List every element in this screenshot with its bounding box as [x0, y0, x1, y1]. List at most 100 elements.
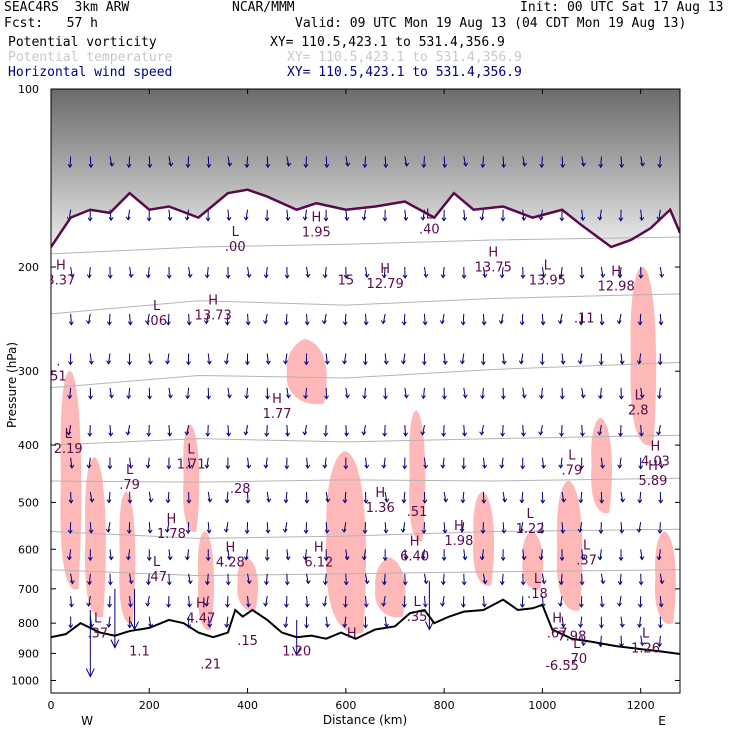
wind-arrowhead [618, 556, 624, 562]
wind-arrowhead [619, 163, 625, 169]
wind-arrow [482, 573, 486, 584]
wind-arrowhead [658, 321, 664, 326]
wind-arrowhead [107, 465, 113, 470]
wind-arrowhead [382, 556, 388, 562]
wind-arrow [205, 313, 209, 324]
extremum-value: .06 [146, 314, 167, 329]
extremum-letter: L [94, 611, 102, 626]
wind-arrowhead [617, 581, 623, 586]
wind-arrowhead [69, 464, 75, 469]
wind-arrowhead [580, 556, 586, 561]
pv-positive-region [374, 557, 406, 618]
wind-arrowhead [420, 556, 426, 561]
wind-arrowhead [657, 163, 663, 169]
wind-arrow [306, 266, 309, 278]
wind-arrowhead [286, 162, 292, 167]
wind-arrowhead [264, 432, 270, 437]
wind-arrowhead [165, 360, 170, 365]
wind-arrowhead [616, 320, 622, 325]
wind-arrow [225, 522, 229, 533]
wind-arrow [481, 424, 484, 435]
wind-arrowhead [480, 361, 486, 366]
wind-arrowhead [263, 274, 269, 279]
wind-arrowhead [501, 529, 507, 534]
wind-arrow [599, 549, 602, 560]
wind-arrow [266, 491, 270, 502]
wind-arrowhead [519, 603, 525, 608]
wind-arrowhead [659, 273, 665, 278]
wind-arrowhead [600, 464, 606, 469]
extremum-letter: L [573, 637, 581, 652]
wind-arrowhead [87, 581, 92, 586]
wind-arrow [619, 425, 622, 436]
extremum-value: .15 [237, 634, 258, 649]
wind-arrow [659, 573, 663, 584]
extremum-letter: H [272, 392, 282, 407]
wind-arrowhead [657, 624, 663, 629]
wind-arrow [541, 156, 543, 168]
model-label: SEAC4RS 3km ARW [4, 0, 130, 15]
extremum-letter: H [410, 534, 420, 549]
wind-arrow [541, 266, 545, 278]
wind-arrowhead [479, 431, 485, 436]
wind-arrow [167, 353, 170, 364]
wind-arrow [383, 266, 386, 278]
wind-arrowhead [68, 361, 73, 366]
theta-isentrope [51, 293, 680, 315]
extremum-letter: L [526, 507, 534, 522]
wind-arrowhead [637, 321, 643, 326]
wind-arrow [265, 457, 268, 468]
wind-arrow [363, 549, 366, 560]
wind-arrowhead [598, 361, 604, 366]
wind-arrowhead [305, 580, 311, 585]
wind-arrow [443, 522, 446, 533]
wind-arrow [581, 387, 584, 398]
wind-arrow [580, 491, 583, 503]
wind-arrowhead [656, 431, 661, 436]
wind-arrowhead [656, 395, 662, 400]
wind-arrowhead [500, 432, 505, 437]
wind-arrow [659, 635, 661, 647]
wind-arrow [462, 313, 465, 325]
wind-arrow [148, 491, 152, 502]
wind-arrow [422, 387, 425, 399]
wind-arrow [658, 549, 661, 560]
wind-arrow [266, 156, 269, 168]
wind-arrowhead [108, 556, 114, 561]
wind-arrowhead [364, 603, 369, 608]
wind-arrow [365, 573, 368, 584]
wind-arrow [521, 313, 524, 325]
wind-arrow [364, 387, 366, 399]
wind-arrow [168, 209, 171, 221]
extremum-value: .37 [87, 626, 108, 641]
wind-arrowhead [126, 163, 132, 169]
wind-arrowhead [322, 464, 328, 469]
wind-arrowhead [282, 528, 288, 533]
extremum-value: 7.98 [557, 629, 586, 644]
extremum-letter: H [454, 519, 464, 534]
wind-arrowhead [364, 464, 370, 469]
extremum-value: 12.98 [598, 280, 635, 295]
wind-arrowhead [108, 581, 113, 586]
wind-arrow [285, 313, 288, 325]
wind-arrowhead [66, 431, 72, 436]
wind-arrowhead [639, 432, 644, 437]
wind-arrow [207, 425, 209, 436]
wind-arrowhead [402, 274, 408, 279]
wind-arrowhead [89, 498, 95, 503]
wind-arrowhead [243, 431, 249, 436]
wind-arrowhead [283, 623, 289, 628]
wind-arrow [638, 616, 642, 628]
wind-arrow [206, 457, 209, 468]
extremum-letter: H [347, 627, 357, 642]
wind-arrowhead [639, 216, 645, 222]
wind-arrowhead [128, 603, 133, 608]
wind-arrowhead [303, 395, 308, 400]
valid-time: Valid: 09 UTC Mon 19 Aug 13 (04 CDT Mon … [295, 16, 687, 31]
wind-arrow [227, 549, 230, 560]
wind-arrow [89, 491, 93, 502]
wind-arrowhead [559, 395, 565, 400]
wind-arrow [443, 425, 445, 436]
wind-arrowhead [321, 320, 327, 325]
